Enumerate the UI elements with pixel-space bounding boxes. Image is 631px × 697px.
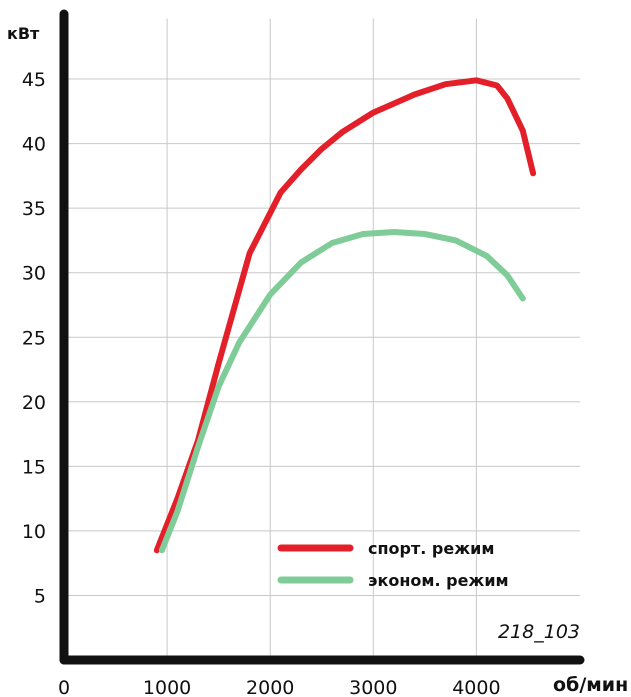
legend: спорт. режим эконом. режим — [277, 539, 509, 590]
y-tick-label: 30 — [22, 263, 46, 285]
series-line-2 — [158, 229, 526, 554]
y-tick-label: 45 — [22, 69, 46, 91]
x-tick-label: 0 — [58, 677, 70, 697]
tick-labels: 5 10 15 20 25 30 35 40 45 0 1000 2000 3000 4000 — [22, 69, 501, 697]
x-tick-label: 3000 — [349, 677, 397, 697]
y-tick-label: 25 — [22, 327, 46, 349]
x-tick-label: 2000 — [246, 677, 294, 697]
grid — [64, 18, 580, 660]
y-tick-label: 15 — [22, 456, 46, 478]
series-line-1 — [153, 77, 537, 554]
y-tick-label: 10 — [22, 521, 46, 543]
y-tick-label: 40 — [22, 134, 46, 156]
x-tick-label: 1000 — [143, 677, 191, 697]
y-axis-unit: кВт — [7, 24, 40, 43]
figure-code: 218_103 — [498, 621, 580, 643]
axes: кВт об/мин — [7, 9, 628, 696]
y-tick-label: 35 — [22, 198, 46, 220]
y-tick-label: 5 — [34, 585, 46, 607]
x-tick-label: 4000 — [452, 677, 500, 697]
x-axis-unit: об/мин — [553, 674, 628, 696]
y-tick-label: 20 — [22, 392, 46, 414]
legend-label-2: эконом. режим — [368, 571, 509, 590]
legend-label-1: спорт. режим — [368, 539, 494, 558]
series-lines — [153, 77, 537, 554]
